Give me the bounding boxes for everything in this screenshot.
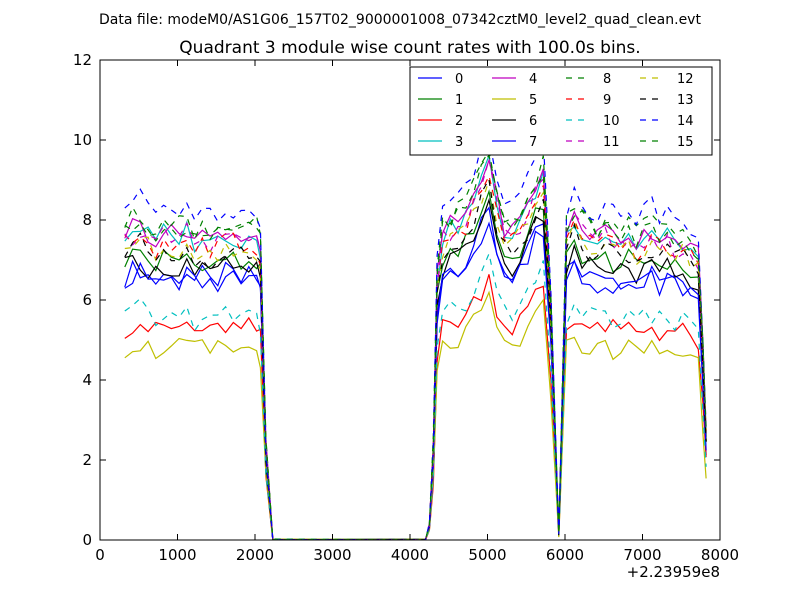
legend-label-11: 11 [603, 135, 620, 150]
series-line-5 [124, 290, 707, 540]
series-line-7 [124, 221, 707, 540]
series-line-15 [124, 154, 707, 540]
legend-label-6: 6 [529, 114, 537, 129]
legend-label-3: 3 [455, 135, 463, 150]
y-tick-label: 0 [82, 531, 92, 549]
legend-label-13: 13 [677, 93, 694, 108]
x-tick-label: 3000 [313, 546, 351, 564]
axis-ticks: 0 1000 2000 3000 4000 5000 6000 7000 80000246810… [73, 51, 739, 564]
series-line-1 [124, 189, 707, 540]
series-line-0 [124, 206, 707, 540]
series-line-8 [124, 149, 707, 540]
x-tick-label: 0 [95, 546, 105, 564]
x-tick-label: 6000 [546, 546, 584, 564]
legend-label-9: 9 [603, 93, 611, 108]
y-tick-label: 10 [73, 131, 92, 149]
legend-label-5: 5 [529, 93, 537, 108]
series-line-14 [124, 137, 707, 540]
legend-box [409, 66, 713, 156]
legend-label-1: 1 [455, 93, 463, 108]
x-tick-label: 8000 [701, 546, 739, 564]
chart-title: Quadrant 3 module wise count rates with … [179, 38, 640, 58]
series-line-2 [124, 274, 707, 540]
x-tick-label: 7000 [623, 546, 661, 564]
series-line-9 [124, 174, 707, 540]
legend-label-2: 2 [455, 114, 463, 129]
series-line-6 [124, 197, 707, 540]
legend-label-7: 7 [529, 135, 537, 150]
series-line-10 [124, 251, 707, 540]
y-tick-label: 2 [82, 451, 92, 469]
y-tick-label: 12 [73, 51, 92, 69]
series-line-12 [124, 180, 707, 540]
legend-label-8: 8 [603, 72, 611, 87]
legend-label-14: 14 [677, 114, 694, 129]
series-line-4 [124, 158, 707, 540]
y-tick-label: 4 [82, 371, 92, 389]
legend-label-0: 0 [455, 72, 463, 87]
x-tick-label: 4000 [391, 546, 429, 564]
legend-label-15: 15 [677, 135, 694, 150]
x-tick-label: 5000 [468, 546, 506, 564]
legend-label-4: 4 [529, 72, 537, 87]
file-suptitle: Data file: modeM0/AS1G06_157T02_90000010… [99, 12, 701, 28]
series-lines [124, 137, 707, 540]
legend-label-10: 10 [603, 114, 620, 129]
x-tick-label: 1000 [158, 546, 196, 564]
y-tick-label: 8 [82, 211, 92, 229]
x-tick-label: 2000 [236, 546, 274, 564]
legend-label-12: 12 [677, 72, 694, 87]
x-offset-label: +2.23959e8 [627, 563, 720, 581]
y-tick-label: 6 [82, 291, 92, 309]
series-line-13 [124, 177, 707, 540]
